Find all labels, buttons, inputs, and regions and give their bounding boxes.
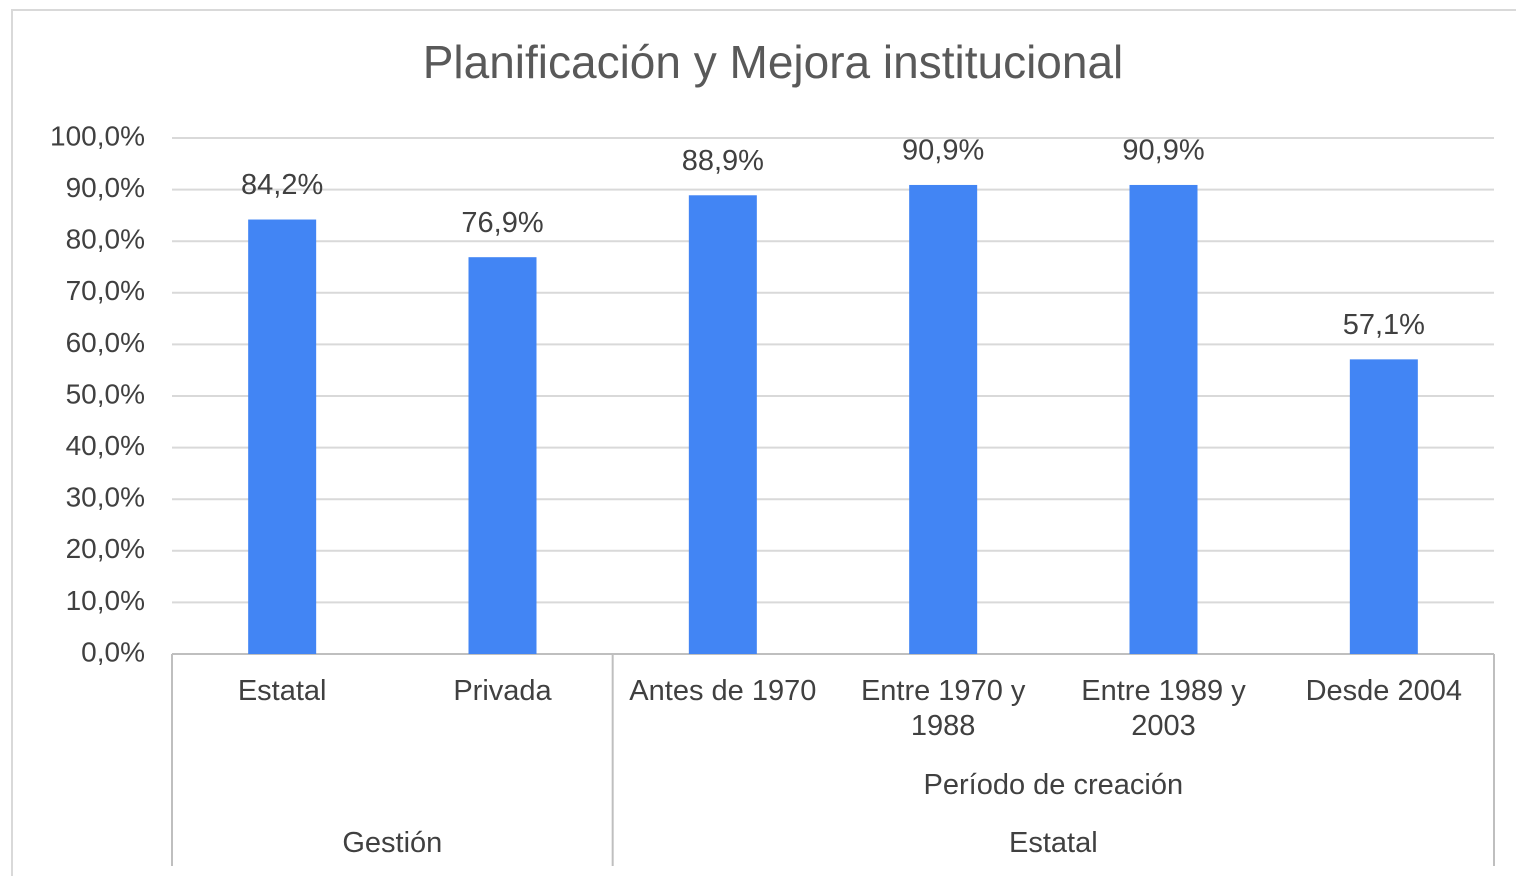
- y-tick-label: 90,0%: [66, 172, 145, 203]
- x-tick-label: Estatal: [237, 675, 327, 707]
- y-tick-label: 20,0%: [66, 533, 145, 564]
- subgroup-label: Período de creación: [923, 769, 1184, 801]
- x-tick-label: Antes de 1970: [629, 675, 817, 707]
- y-tick-label: 40,0%: [66, 430, 145, 461]
- data-label: 90,9%: [902, 135, 984, 167]
- y-tick-label: 100,0%: [50, 120, 145, 151]
- x-tick-label: Privada: [453, 675, 552, 707]
- chart-title: Planificación y Mejora institucional: [423, 36, 1124, 88]
- y-tick-label: 60,0%: [66, 327, 145, 358]
- y-tick-label: 70,0%: [66, 275, 145, 306]
- x-tick-label: Desde 2004: [1305, 675, 1463, 707]
- data-label: 84,2%: [241, 169, 323, 201]
- y-tick-label: 50,0%: [66, 378, 145, 409]
- bar: [1129, 184, 1198, 654]
- data-label: 88,9%: [682, 145, 764, 177]
- bar: [1349, 359, 1418, 654]
- y-tick-label: 80,0%: [66, 224, 145, 255]
- data-label: 57,1%: [1343, 309, 1425, 341]
- bar: [909, 184, 978, 654]
- x-tick-label: Entre 1989 y 2003: [1081, 675, 1246, 742]
- bar: [248, 219, 317, 654]
- bar: [688, 195, 757, 654]
- data-label: 90,9%: [1122, 135, 1204, 167]
- x-tick-label: Entre 1970 y 1988: [860, 675, 1026, 742]
- y-tick-label: 0,0%: [81, 636, 145, 667]
- chart-frame: [11, 9, 1516, 876]
- bar: [468, 257, 537, 654]
- data-label: 76,9%: [461, 207, 543, 239]
- y-tick-label: 30,0%: [66, 482, 145, 513]
- y-tick-label: 10,0%: [66, 585, 145, 616]
- group-label: Gestión: [342, 827, 443, 859]
- group-label: Estatal: [1008, 827, 1098, 859]
